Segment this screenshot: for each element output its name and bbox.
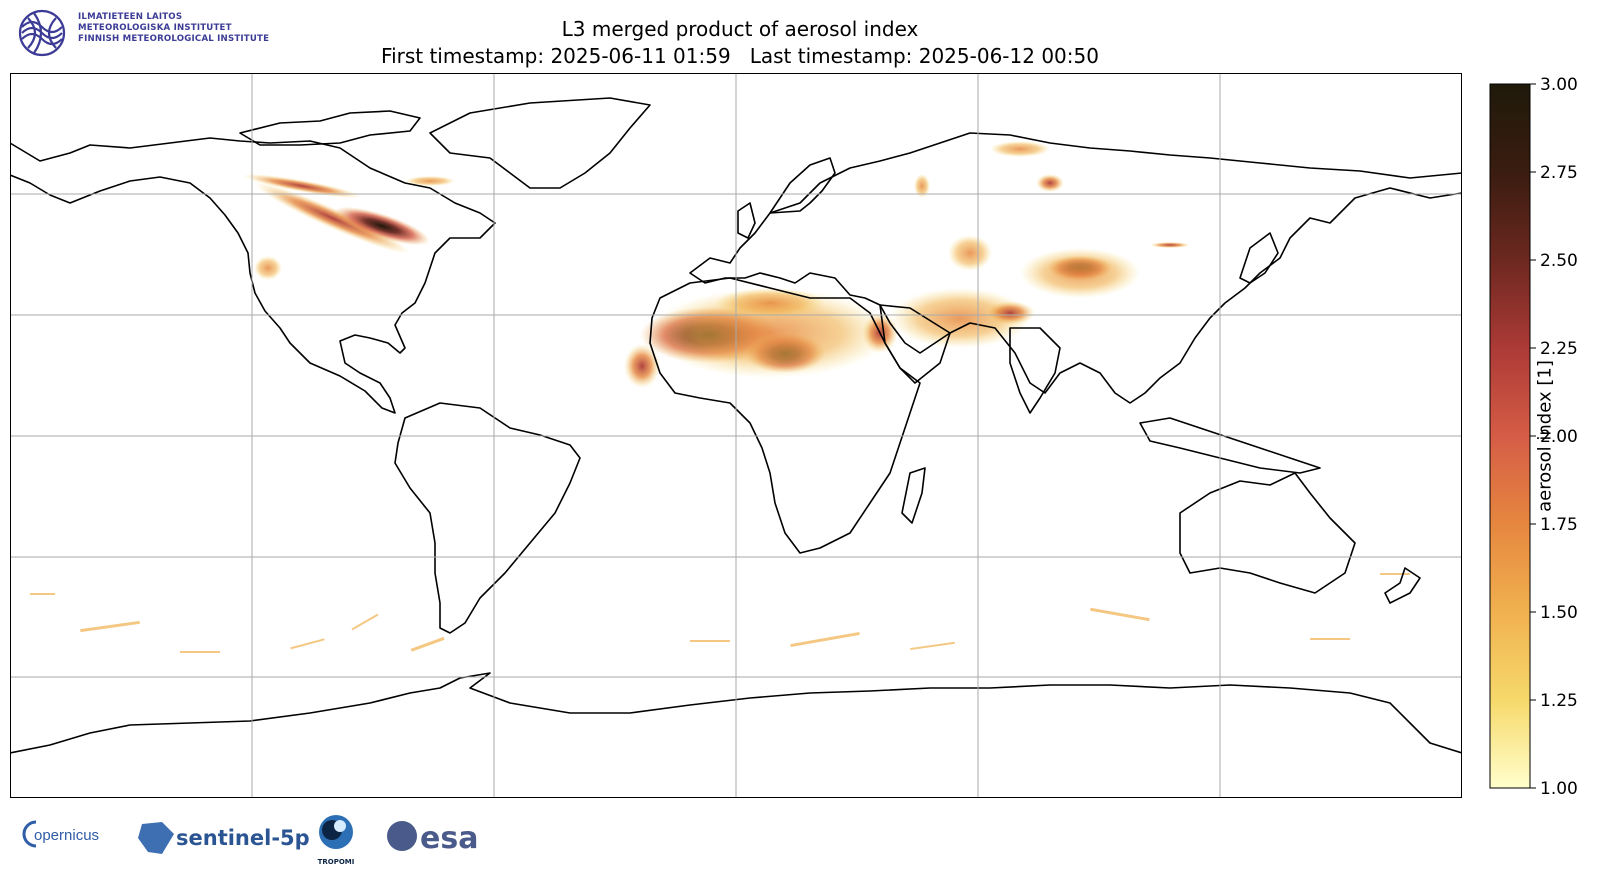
copernicus-logo: opernicus [22,820,99,848]
map-frame [10,73,1462,798]
coast-madagascar [901,467,926,524]
coast-arabia [879,304,951,384]
colorbar-ticks: 1.00 1.25 1.50 1.75 2.00 2.25 2.50 2.75 3.00 [1530,75,1578,799]
colorbar-tick-label: 3.00 [1540,75,1578,95]
plume-atlantic [624,344,660,388]
plume-siberia [1036,174,1064,192]
colorbar-label: aerosol index [1] [1534,360,1556,512]
coast-india [1009,327,1061,414]
coast-australia [1179,472,1356,594]
fmi-logo-line-sv: METEOROLOGISKA INSTITUTET [78,23,232,33]
plume-westus [254,256,282,280]
coast-japan [1239,232,1279,284]
plume-mongolia [1150,242,1190,248]
plume-canada-2 [334,206,430,246]
esa-logo: esa [387,821,478,856]
coastlines [10,97,1462,754]
title-product: L3 merged product of aerosol index [561,17,919,41]
coast-north-america [10,137,496,414]
aerosol-layer [30,141,1410,653]
plume-canada-4 [405,176,455,186]
colorbar-fill [1489,83,1531,789]
coast-scandinavia [769,157,836,214]
southern-ocean-speckles [30,573,1410,653]
copernicus-c-icon [22,820,37,848]
figure-title: L3 merged product of aerosol index First… [300,16,1180,70]
plume-canada-3 [242,174,362,198]
esa-text: esa [420,821,478,856]
plume-ural [914,174,930,198]
plume-central-asia-halo [1020,248,1140,298]
colorbar-tick-label: 2.75 [1540,163,1578,183]
plume-caspian [948,235,992,271]
fmi-emblem-icon [18,9,66,57]
colorbar-tick-label: 2.50 [1540,251,1578,271]
plume-north-russia [990,141,1050,157]
plume-iran [985,301,1035,325]
colorbar-tick-label: 1.50 [1540,603,1578,623]
plume-arabia [890,288,1030,348]
coast-south-america [394,402,581,634]
esa-circle-icon [387,821,417,851]
coast-antarctica [10,672,1462,754]
colorbar-tick-label: 2.00 [1540,427,1578,447]
gridlines [10,73,1462,798]
colorbar-tick-label: 1.25 [1540,691,1578,711]
coast-greenland [429,97,651,189]
sentinel-5p-text: sentinel-5p [176,826,310,850]
colorbar: 1.00 1.25 1.50 1.75 2.00 2.25 2.50 2.75 3.00 [1489,75,1578,799]
tropomi-text: TROPOMI [318,858,355,866]
world-map [10,73,1462,798]
coast-arctic-islands [239,110,421,146]
partner-logos: opernicus sentinel-5p TROPOMI esa [22,815,478,866]
plume-canada-1 [254,182,410,254]
sentinel-satellite-icon [138,822,174,854]
coast-southeast-asia-islands [1139,417,1321,474]
coast-new-zealand [1384,567,1421,604]
colorbar-tick-label: 1.00 [1540,779,1578,799]
fmi-logo-text: ILMATIETEEN LAITOS METEOROLOGISKA INSTIT… [78,12,269,45]
copernicus-text: opernicus [34,827,99,844]
fmi-logo: ILMATIETEEN LAITOS METEOROLOGISKA INSTIT… [18,8,318,60]
colorbar-tick-label: 1.75 [1540,515,1578,535]
tropomi-logo: TROPOMI [318,815,355,866]
fmi-logo-line-fi: ILMATIETEEN LAITOS [78,12,183,22]
sentinel-5p-logo: sentinel-5p [138,822,310,854]
coast-uk [737,202,756,239]
title-timestamps: First timestamp: 2025-06-11 01:59 Last t… [381,44,1099,68]
colorbar-tick-label: 2.25 [1540,339,1578,359]
plume-north-africa [715,288,825,318]
fmi-logo-line-en: FINNISH METEOROLOGICAL INSTITUTE [78,34,270,44]
plume-sahara-halo [650,288,890,378]
coast-africa [649,277,921,554]
